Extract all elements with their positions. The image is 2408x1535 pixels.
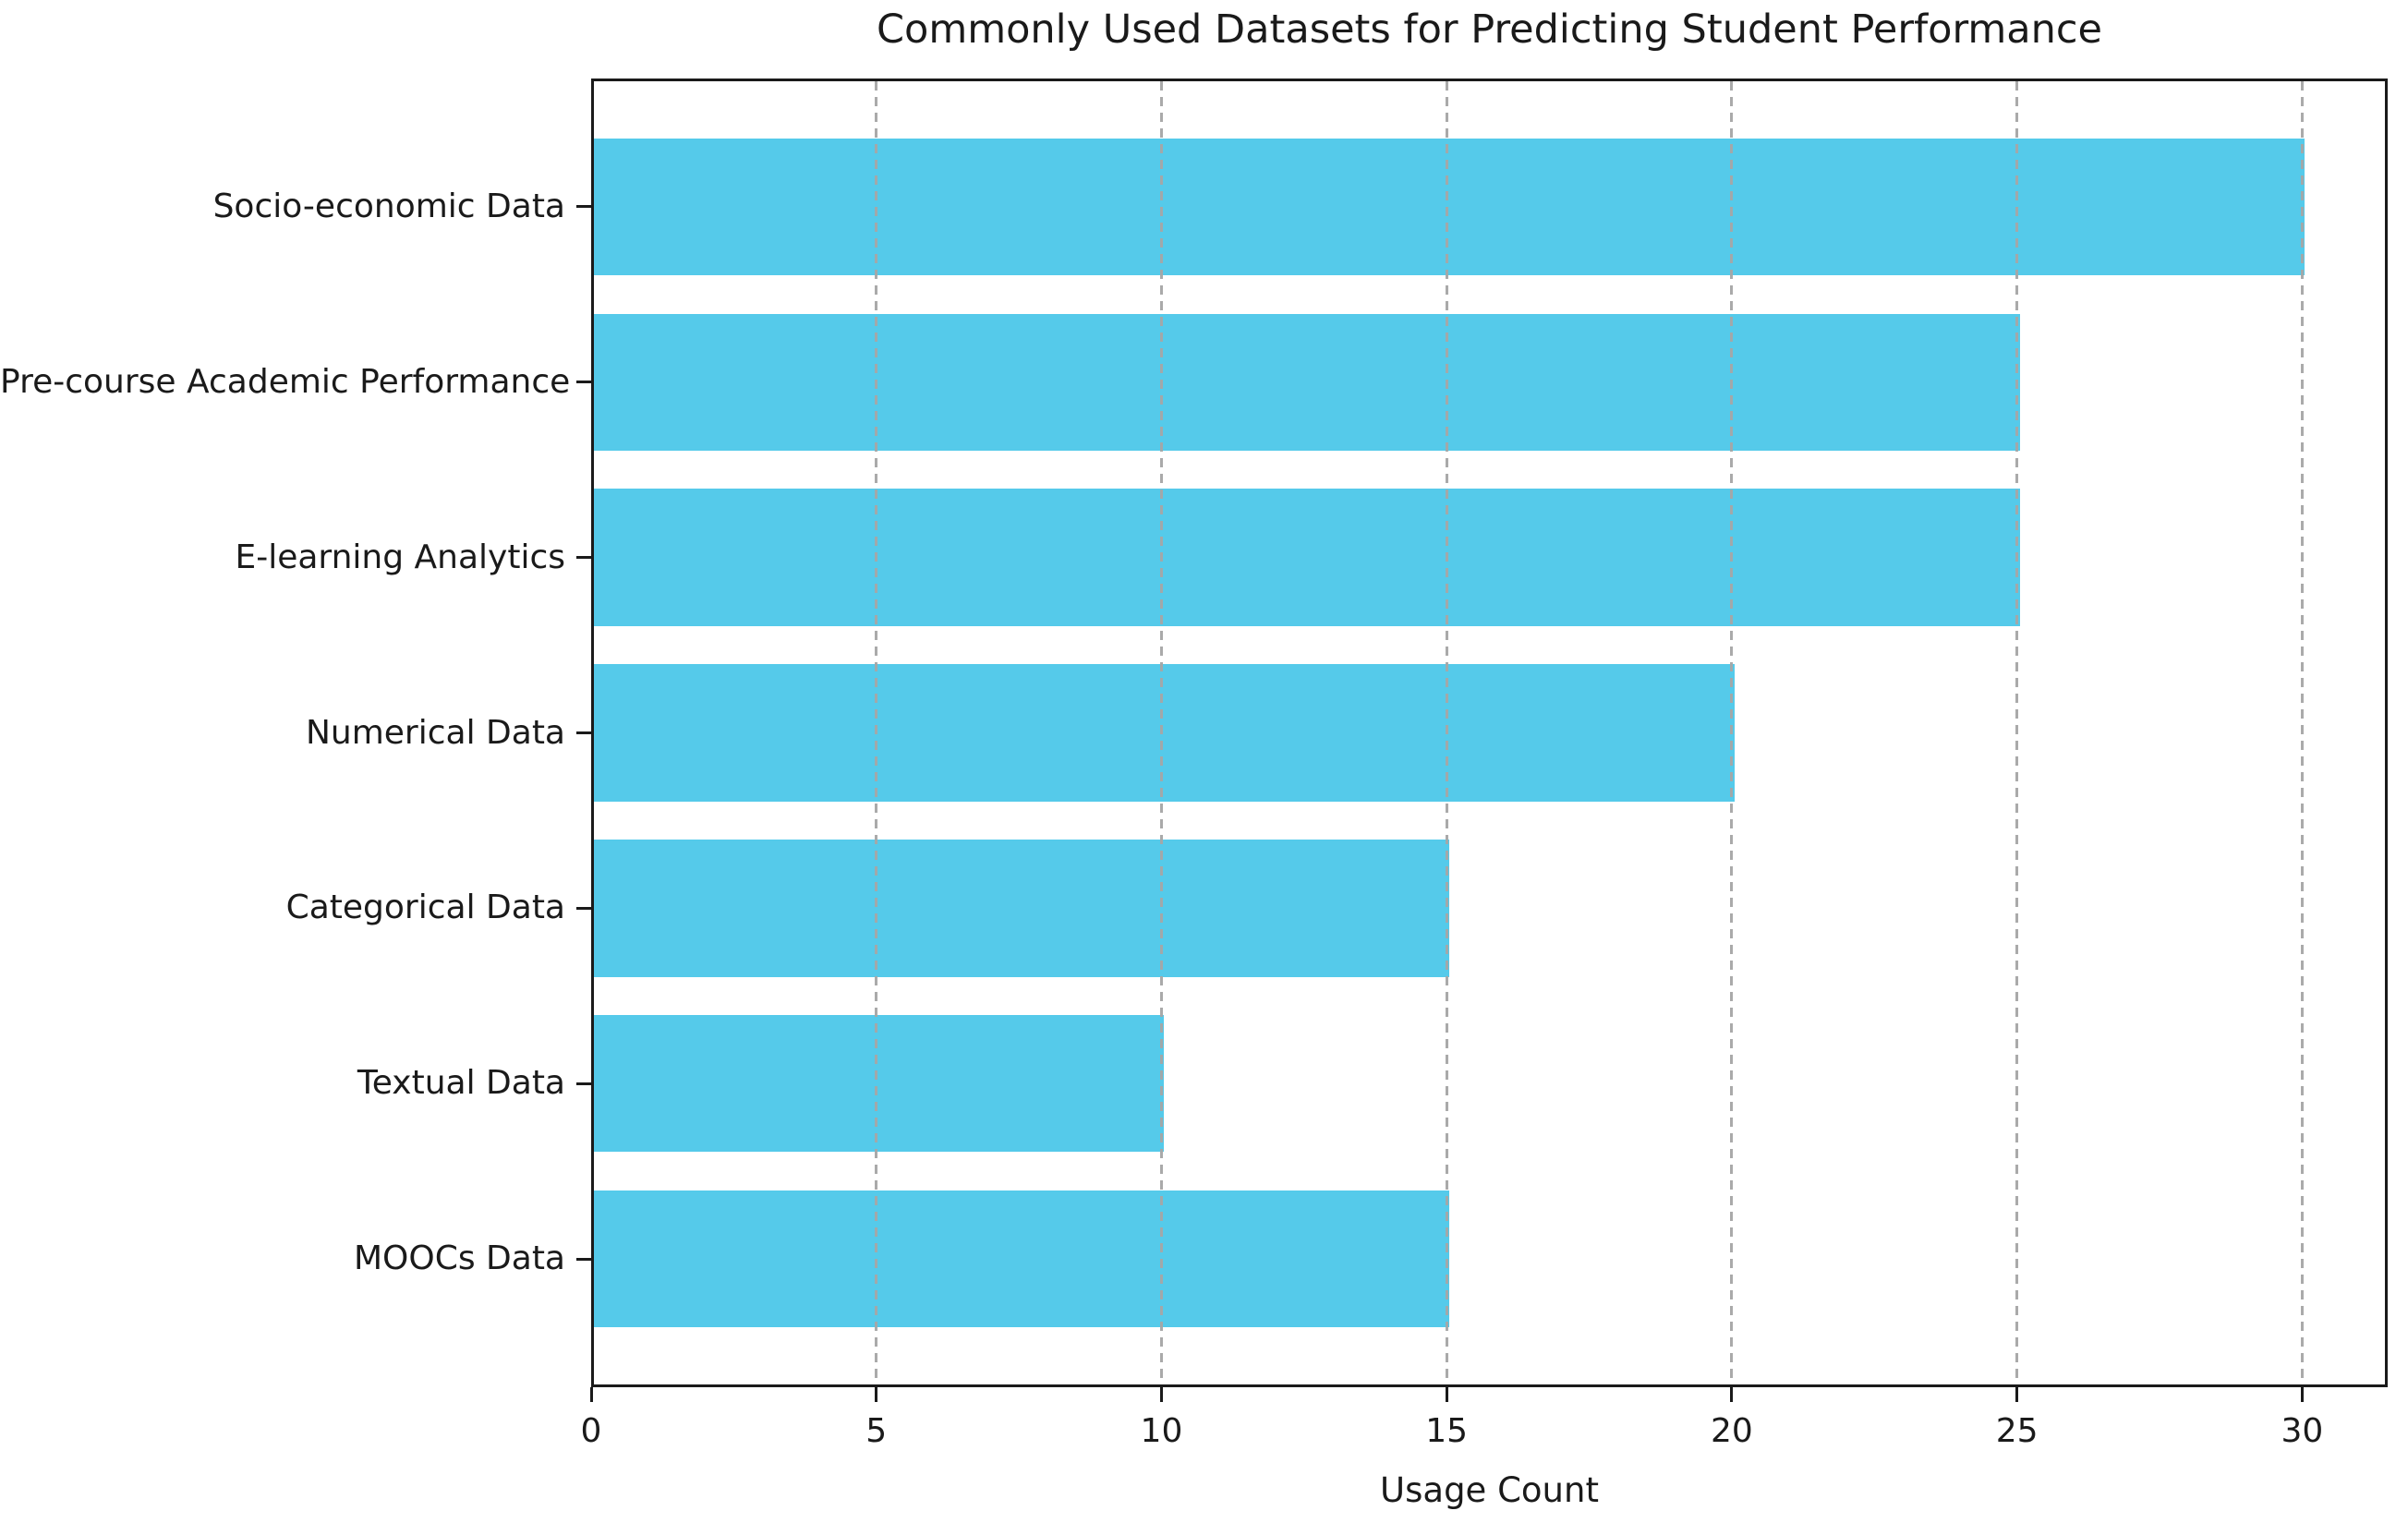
plot-area [591,79,2388,1387]
x-tick-label: 30 [2281,1412,2324,1450]
gridline [1445,81,1448,1384]
gridline [875,81,878,1384]
bar [594,313,2020,451]
x-tick-mark [875,1387,878,1402]
gridline [2300,81,2304,1384]
y-tick-mark [576,205,591,209]
bar [594,1191,1450,1328]
bar [594,664,1735,802]
y-tick-label: E-learning Analytics [235,538,565,576]
chart-title: Commonly Used Datasets for Predicting St… [877,6,2102,53]
bar [594,138,2305,275]
y-tick-label: Socio-economic Data [212,187,565,225]
gridline [1730,81,1734,1384]
x-tick-label: 20 [1711,1412,1753,1450]
y-tick-label: Pre-course Academic Performance [0,362,571,401]
x-tick-label: 15 [1425,1412,1469,1450]
x-tick-mark [1159,1387,1163,1402]
x-tick-mark [1445,1387,1448,1402]
x-tick-label: 5 [865,1412,888,1450]
bar [594,840,1450,977]
y-tick-mark [576,1257,591,1261]
x-tick-label: 25 [1995,1412,2039,1450]
x-tick-mark [2015,1387,2019,1402]
y-tick-label: MOOCs Data [353,1239,565,1278]
x-tick-mark [2300,1387,2304,1402]
y-tick-label: Numerical Data [305,713,565,752]
y-tick-mark [576,731,591,734]
gridline [1159,81,1163,1384]
x-tick-mark [589,1387,593,1402]
y-tick-label: Categorical Data [285,888,565,927]
x-tick-label: 0 [580,1412,602,1450]
x-tick-label: 10 [1140,1412,1183,1450]
y-tick-mark [576,1082,591,1085]
y-tick-mark [576,906,591,910]
y-tick-mark [576,381,591,384]
x-tick-mark [1730,1387,1734,1402]
gridline [2015,81,2019,1384]
y-tick-mark [576,556,591,560]
y-tick-label: Textual Data [357,1064,565,1103]
bar [594,489,2020,626]
bar [594,1015,1165,1153]
x-axis-title: Usage Count [1380,1470,1599,1510]
